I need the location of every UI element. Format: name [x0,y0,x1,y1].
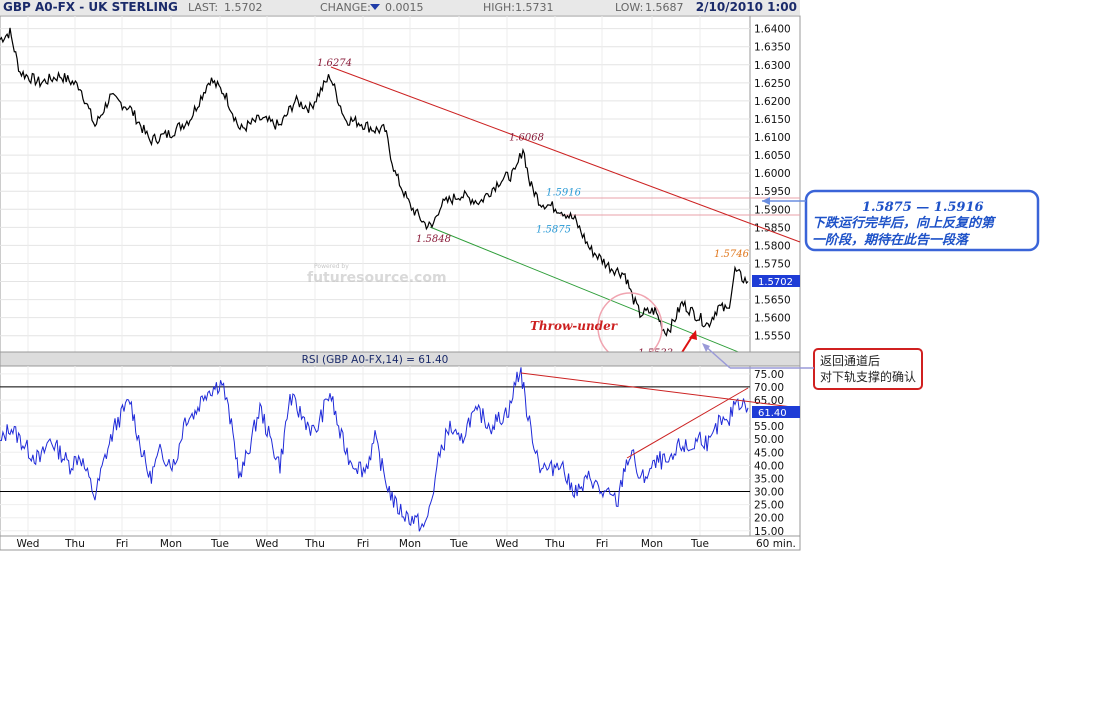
price-peak-label: 1.5916 [546,188,582,199]
high-label: HIGH: [483,1,515,14]
rsi-tick-label: 30.00 [754,487,784,499]
rsi-tick-label: 35.00 [754,473,784,485]
rsi-tick-label: 40.00 [754,460,784,472]
x-day-label: Thu [304,538,325,550]
x-day-label: Tue [210,538,229,550]
rsi-upper-trendline [520,372,801,409]
x-day-label: Thu [544,538,565,550]
rsi-last-box [752,406,800,418]
x-day-label: Fri [596,538,609,550]
rsi-threshold-lines [0,386,750,493]
x-day-label: Thu [64,538,85,550]
price-tick-label: 1.5650 [754,295,791,307]
throw-under-label: Throw-under [530,319,619,333]
x-axis-unit: 60 min. [756,538,796,550]
price-tick-label: 1.6000 [754,168,791,180]
rsi-title: RSI (GBP A0-FX,14) = 61.40 [302,354,449,366]
price-peak-label: 1.5746 [714,249,750,260]
x-day-label: Wed [256,538,279,550]
price-peak-label: 1.5848 [416,234,451,245]
arrow-left-icon [762,197,770,205]
note-line-1: 下跌运行完毕后，向上反复的第 [812,215,997,231]
price-tick-label: 1.6400 [754,24,791,36]
price-grid [0,16,750,352]
change-label: CHANGE: [320,1,371,14]
note-line-2: 一阶段，期待在此告一段落 [812,232,971,248]
price-tick-label: 1.5750 [754,258,791,270]
rsi-tick-label: 75.00 [754,369,784,381]
price-series-line [0,27,749,337]
rsi-lower-trendline [626,387,749,459]
price-tick-label: 1.6050 [754,150,791,162]
watermark-small: Powered by [314,263,349,270]
low-label: LOW: [615,1,643,14]
price-tick-label: 1.6100 [754,132,791,144]
x-day-label: Mon [399,538,421,550]
price-last-box [752,275,800,287]
price-tick-label: 1.6200 [754,96,791,108]
watermark: Powered by futuresource.com [307,263,447,286]
rsi-series-line [0,367,749,532]
support-note-line-2: 对下轨支撑的确认 [820,369,916,384]
x-day-label: Wed [496,538,519,550]
last-value: 1.5702 [224,1,263,14]
price-panel [0,15,801,353]
price-tick-label: 1.5600 [754,313,791,325]
last-label: LAST: [188,1,218,14]
support-note-line-1: 返回通道后 [820,354,880,368]
price-tick-label: 1.6250 [754,78,791,90]
watermark-brand: futuresource.com [307,270,447,286]
price-tick-label: 1.6150 [754,114,791,126]
high-value: 1.5731 [515,1,554,14]
rsi-tick-label: 70.00 [754,382,784,394]
rsi-tick-label: 50.00 [754,434,784,446]
rsi-last-value: 61.40 [758,408,787,419]
price-tick-label: 1.5800 [754,240,791,252]
price-peak-label: 1.6068 [509,133,544,144]
x-axis-day-labels: Wed Thu Fri Mon Tue Wed Thu Fri Mon Tue Wed Thu Fri M… [17,538,709,550]
price-tick-label: 1.5900 [754,204,791,216]
price-tick-label: 1.5950 [754,186,791,198]
price-tick-label: 1.6300 [754,60,791,72]
arrow-up-left-icon [702,343,710,352]
price-peak-label: 1.6274 [317,58,352,69]
price-last-value: 1.5702 [758,277,793,288]
x-axis-bar [0,535,801,551]
x-day-label: Wed [17,538,40,550]
header-datetime: 2/10/2010 1:00 [696,0,797,14]
price-tick-label: 1.5850 [754,222,791,234]
price-y-ticks: 1.55501.56001.56501.57001.57501.58001.58… [754,24,791,343]
rsi-tick-label: 25.00 [754,500,784,512]
x-day-label: Tue [690,538,709,550]
annotation-box-red: 返回通道后 对下轨支撑的确认 [702,343,923,390]
rsi-tick-label: 45.00 [754,447,784,459]
rsi-tick-label: 55.00 [754,421,784,433]
price-peak-label: 1.5875 [536,224,571,235]
rsi-grid [0,366,750,536]
range-annotation: 1.5875 — 1.5916 [862,200,984,215]
price-tick-label: 1.5550 [754,331,791,343]
rsi-tick-label: 65.00 [754,395,784,407]
upper-channel-line [330,66,801,243]
x-day-label: Fri [116,538,129,550]
header-bar: GBP A0-FX - UK STERLING LAST: 1.5702 CHA… [0,0,800,15]
x-day-label: Fri [357,538,370,550]
low-value: 1.5687 [645,1,684,14]
x-day-label: Mon [641,538,663,550]
rsi-tick-label: 15.00 [754,526,784,538]
rsi-tick-label: 20.00 [754,513,784,525]
change-value: 0.0015 [385,1,424,14]
down-triangle-icon [370,4,380,10]
price-tick-label: 1.6350 [754,42,791,54]
x-day-label: Mon [160,538,182,550]
x-day-label: Tue [449,538,468,550]
red-arrow-head-icon [689,330,697,340]
annotation-box-blue: 1.5875 — 1.5916 下跌运行完毕后，向上反复的第 一阶段，期待在此告… [762,189,1040,252]
symbol-title: GBP A0-FX - UK STERLING [3,0,178,14]
